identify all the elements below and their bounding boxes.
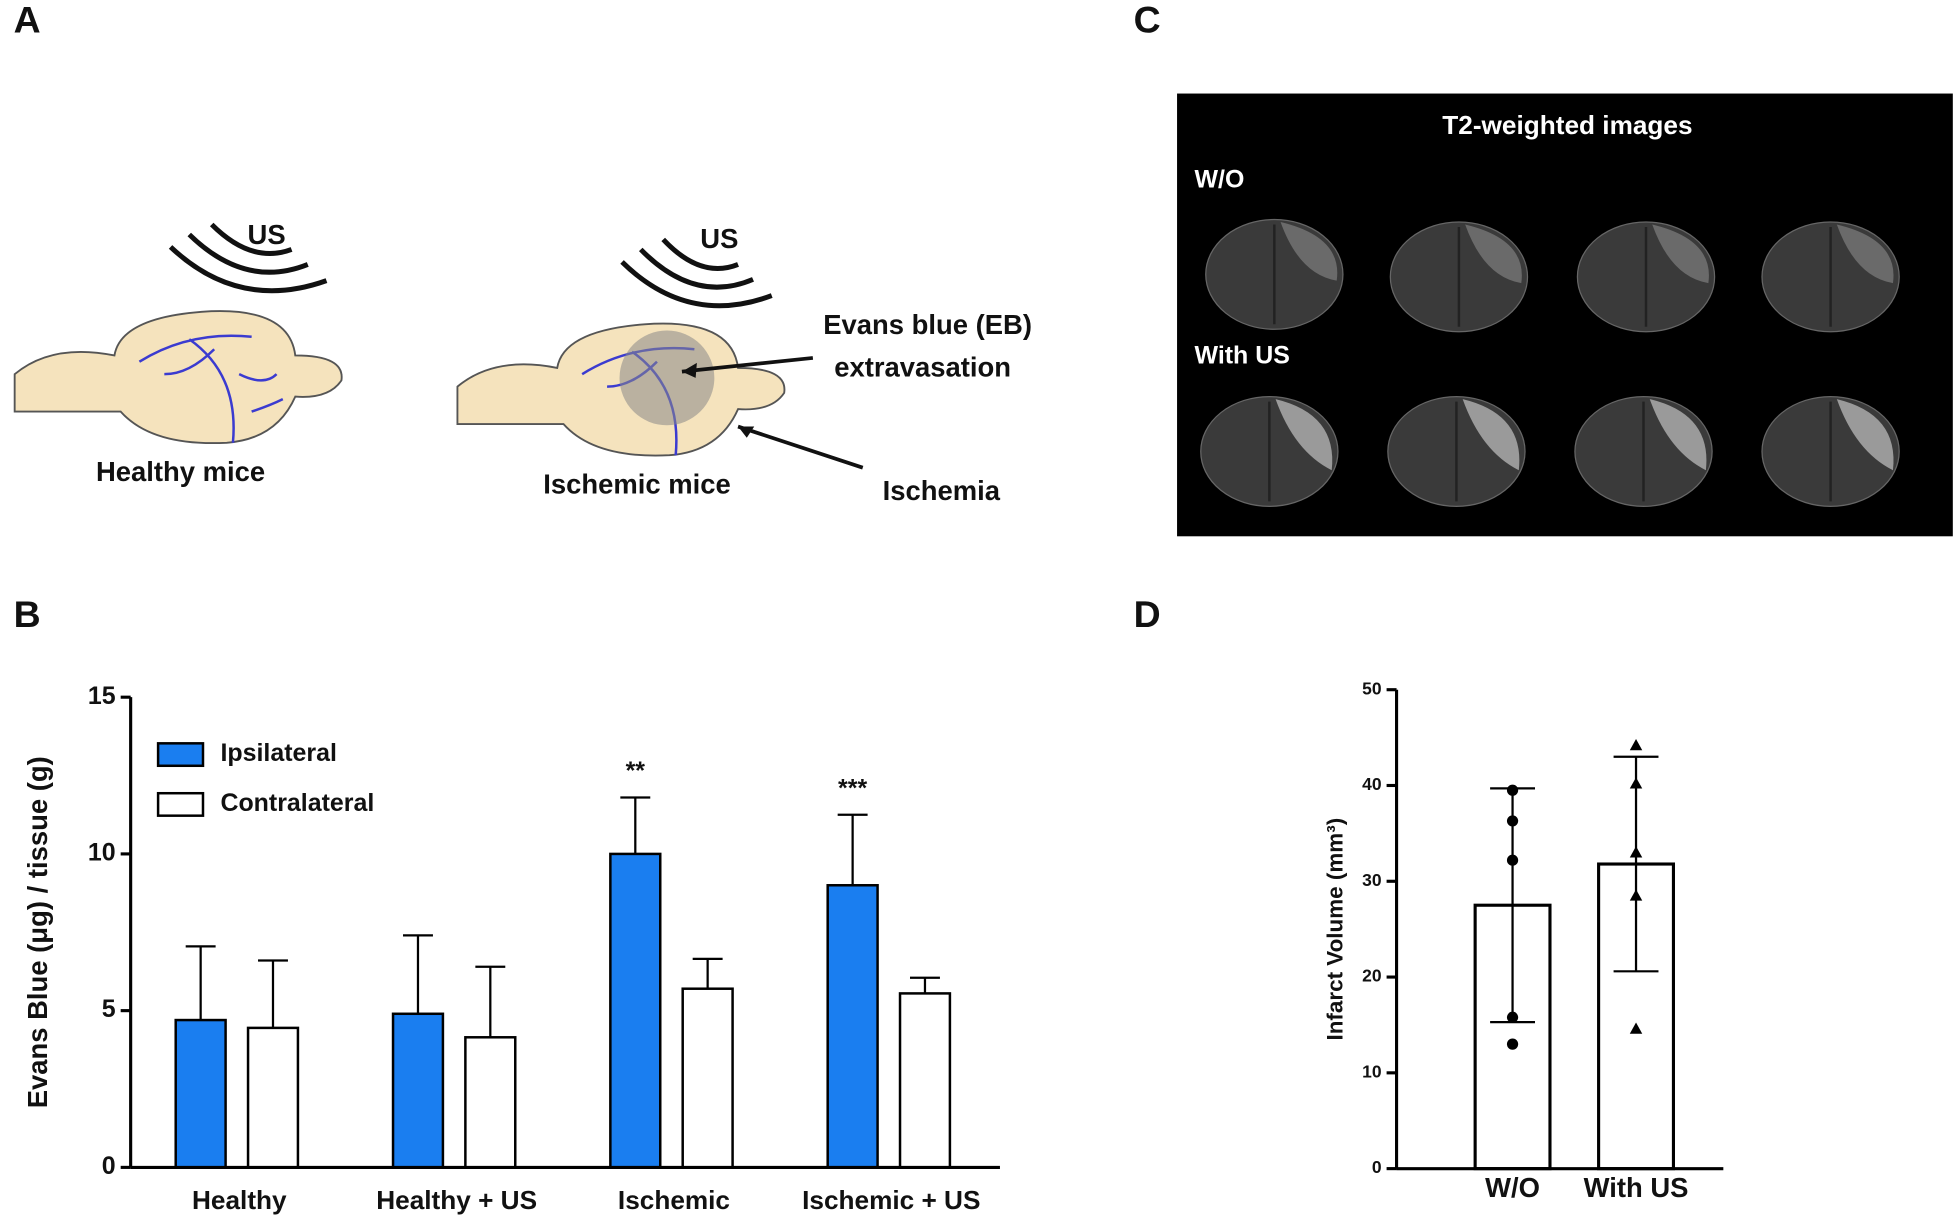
data-point bbox=[1506, 854, 1519, 866]
row-label: With US bbox=[1195, 341, 1290, 369]
lesion bbox=[1649, 399, 1707, 471]
panel-label: A bbox=[14, 0, 41, 40]
panel-label: C bbox=[1134, 0, 1161, 40]
y-tick-label: 30 bbox=[1362, 870, 1381, 890]
bar bbox=[246, 1026, 300, 1169]
x-tick-label: Ischemic bbox=[618, 1185, 730, 1215]
lesion bbox=[1275, 399, 1333, 471]
data-point bbox=[1629, 777, 1643, 789]
panel-title: T2-weighted images bbox=[1442, 110, 1692, 140]
y-tick-label: 0 bbox=[102, 1152, 116, 1180]
data-point bbox=[1506, 815, 1519, 827]
data-point bbox=[1629, 1022, 1643, 1034]
data-point bbox=[1506, 1038, 1519, 1050]
legend-swatch bbox=[156, 791, 205, 817]
bar bbox=[609, 852, 662, 1169]
bar bbox=[464, 1036, 517, 1169]
ischemic-brain bbox=[456, 237, 864, 470]
significance: *** bbox=[838, 774, 867, 802]
y-tick-label: 40 bbox=[1362, 774, 1381, 794]
panel-label: D bbox=[1134, 593, 1161, 635]
legend-label: Contralateral bbox=[220, 789, 374, 817]
data-point bbox=[1506, 1011, 1519, 1023]
lesion bbox=[1280, 222, 1338, 281]
data-point bbox=[1506, 784, 1519, 796]
significance: ** bbox=[626, 757, 646, 785]
data-point bbox=[1629, 739, 1643, 751]
row-label: W/O bbox=[1195, 165, 1245, 193]
lesion bbox=[1465, 224, 1522, 284]
lesion bbox=[1836, 399, 1894, 471]
annotation: Ischemia bbox=[883, 475, 1001, 506]
panel-label: B bbox=[14, 593, 41, 635]
lesion bbox=[1462, 399, 1520, 471]
healthy-brain bbox=[13, 222, 343, 445]
y-tick-label: 10 bbox=[88, 839, 116, 867]
y-tick-label: 20 bbox=[1362, 966, 1381, 986]
annotation: extravasation bbox=[834, 351, 1011, 382]
mri-slices bbox=[1200, 218, 1900, 507]
x-tick-label: Healthy bbox=[192, 1185, 287, 1215]
us-label: US bbox=[700, 223, 738, 254]
us-label: US bbox=[248, 219, 286, 250]
y-tick-label: 0 bbox=[1372, 1157, 1382, 1177]
bar bbox=[826, 884, 879, 1169]
annotation: Evans blue (EB) bbox=[823, 309, 1032, 340]
y-tick-label: 50 bbox=[1362, 678, 1381, 698]
legend-label: Ipsilateral bbox=[220, 739, 336, 767]
bar bbox=[681, 987, 734, 1169]
x-tick-label: Healthy + US bbox=[376, 1185, 537, 1215]
y-tick-label: 5 bbox=[102, 995, 116, 1023]
x-tick-label: Ischemic + US bbox=[802, 1185, 980, 1215]
y-axis-label: Evans Blue (μg) / tissue (g) bbox=[22, 756, 53, 1108]
bar bbox=[174, 1018, 227, 1169]
lesion bbox=[1652, 224, 1709, 284]
caption: Ischemic mice bbox=[543, 469, 730, 500]
data-point bbox=[1629, 846, 1643, 858]
bar bbox=[898, 992, 952, 1169]
x-tick-label: W/O bbox=[1485, 1172, 1540, 1203]
y-axis-label: Infarct Volume (mm³) bbox=[1323, 818, 1348, 1041]
legend-swatch bbox=[156, 742, 205, 768]
caption: Healthy mice bbox=[96, 456, 265, 487]
y-tick-label: 15 bbox=[88, 682, 116, 710]
x-tick-label: With US bbox=[1584, 1172, 1689, 1203]
bar bbox=[391, 1012, 445, 1169]
y-tick-label: 10 bbox=[1362, 1061, 1381, 1081]
data-point bbox=[1629, 889, 1643, 901]
lesion bbox=[1836, 224, 1894, 284]
